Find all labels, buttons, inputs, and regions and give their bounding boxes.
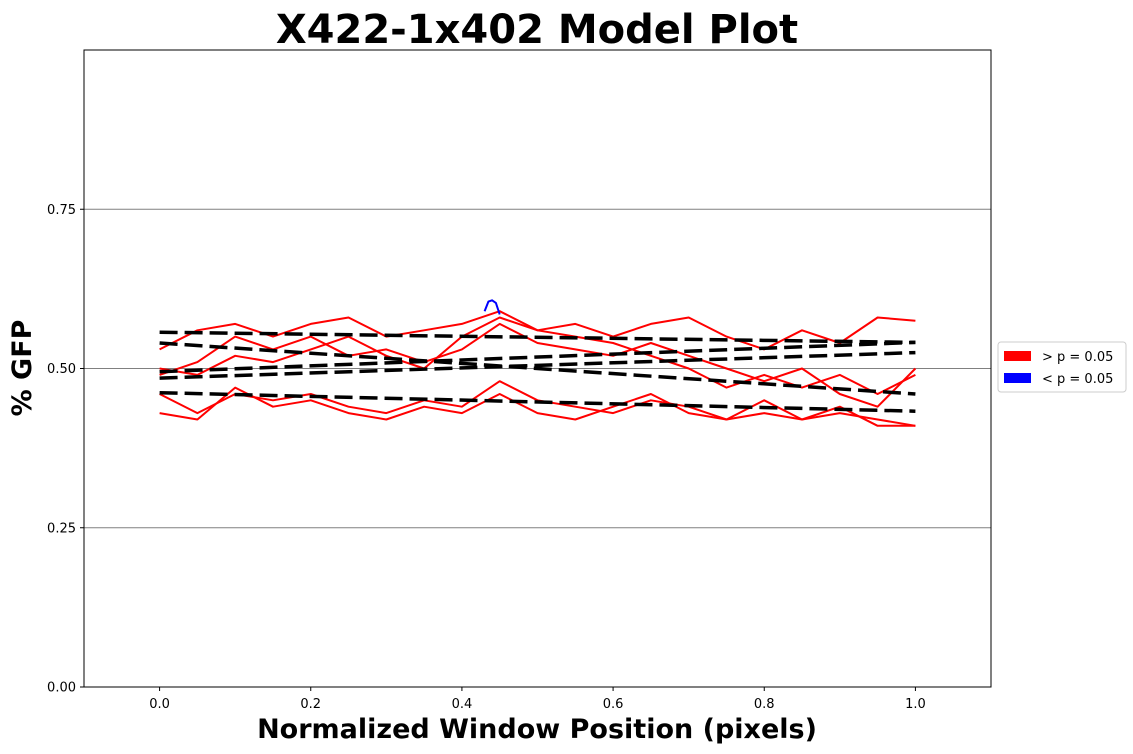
chart-title: X422-1x402 Model Plot bbox=[276, 7, 798, 53]
legend: > p = 0.05 < p = 0.05 bbox=[997, 341, 1127, 393]
x-tick-label: 0.4 bbox=[452, 697, 473, 712]
x-tick-label: 0.2 bbox=[300, 697, 321, 712]
regression-line-7 bbox=[159, 341, 916, 396]
y-tick-label: 0.50 bbox=[47, 362, 76, 377]
y-tick-label: 0.75 bbox=[47, 203, 76, 218]
data-series-line-3 bbox=[159, 386, 916, 427]
significant-segment-line bbox=[483, 299, 501, 315]
regression-line-9 bbox=[159, 350, 916, 380]
legend-swatch-blue bbox=[1004, 373, 1031, 383]
x-tick-label: 0.0 bbox=[149, 697, 170, 712]
x-tick-label: 0.6 bbox=[603, 697, 624, 712]
legend-swatch-red bbox=[1004, 351, 1031, 361]
data-series-line-1 bbox=[159, 322, 917, 408]
y-tick-label: 0.25 bbox=[47, 521, 76, 536]
x-axis-label: Normalized Window Position (pixels) bbox=[257, 714, 817, 745]
ticks-layer: 0.00 0.25 0.50 0.75 0.0 0.2 0.4 0.6 0.8 1.0 bbox=[47, 203, 926, 712]
x-tick-label: 1.0 bbox=[905, 697, 926, 712]
y-axis-label: % GFP bbox=[7, 320, 38, 417]
regression-line-6 bbox=[159, 330, 916, 345]
y-tick-label: 0.00 bbox=[47, 681, 76, 696]
legend-label-red: > p = 0.05 bbox=[1042, 350, 1113, 365]
regression-line-8 bbox=[159, 340, 916, 374]
series-layer bbox=[159, 299, 917, 427]
regression-line-10 bbox=[159, 390, 916, 413]
legend-label-blue: < p = 0.05 bbox=[1042, 372, 1113, 387]
data-series-line-4 bbox=[159, 316, 916, 395]
x-tick-label: 0.8 bbox=[754, 697, 775, 712]
